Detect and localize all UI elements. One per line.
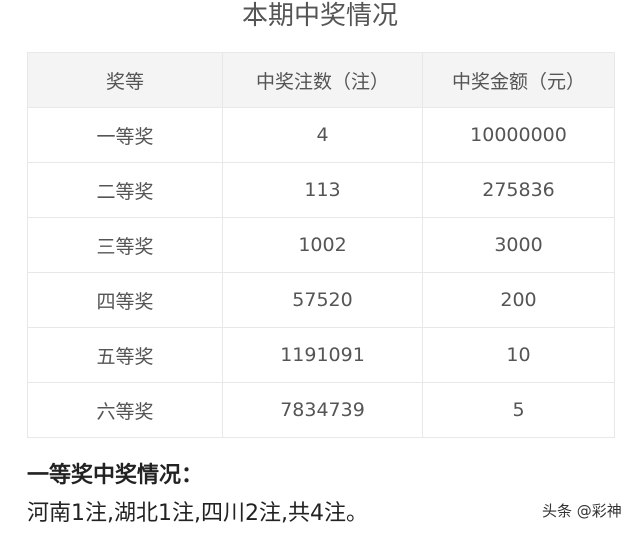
winner-count-cell: 113	[222, 162, 423, 218]
prize-level-cell: 一等奖	[27, 107, 223, 163]
first-prize-heading: 一等奖中奖情况：	[27, 463, 204, 488]
table-header-row: 奖等 中奖注数（注） 中奖金额（元）	[27, 52, 615, 108]
table-row: 四等奖 57520 200	[27, 272, 615, 328]
prize-amount-cell: 275836	[422, 162, 615, 218]
column-header: 中奖注数（注）	[222, 52, 423, 108]
column-header: 奖等	[27, 52, 223, 108]
watermark: 头条 @彩神	[542, 502, 622, 520]
table-row: 六等奖 7834739 5	[27, 382, 615, 438]
prize-amount-cell: 10	[422, 327, 615, 383]
winner-count-cell: 7834739	[222, 382, 423, 438]
prize-level-cell: 六等奖	[27, 382, 223, 438]
table-row: 五等奖 1191091 10	[27, 327, 615, 383]
winner-count-cell: 57520	[222, 272, 423, 328]
prize-amount-cell: 5	[422, 382, 615, 438]
page-title: 本期中奖情况	[241, 1, 398, 31]
prize-table: 奖等 中奖注数（注） 中奖金额（元） 一等奖 4 10000000 二等奖 113 275…	[27, 52, 615, 438]
table-row: 二等奖 113 275836	[27, 162, 615, 218]
prize-amount-cell: 3000	[422, 217, 615, 273]
winner-count-cell: 4	[222, 107, 423, 163]
winner-count-cell: 1002	[222, 217, 423, 273]
prize-level-cell: 二等奖	[27, 162, 223, 218]
winner-count-cell: 1191091	[222, 327, 423, 383]
column-header: 中奖金额（元）	[422, 52, 615, 108]
prize-level-cell: 五等奖	[27, 327, 223, 383]
table-row: 一等奖 4 10000000	[27, 107, 615, 163]
table-row: 三等奖 1002 3000	[27, 217, 615, 273]
prize-level-cell: 三等奖	[27, 217, 223, 273]
first-prize-detail: 河南1注,湖北1注,四川2注,共4注。	[27, 501, 368, 526]
prize-level-cell: 四等奖	[27, 272, 223, 328]
prize-amount-cell: 200	[422, 272, 615, 328]
prize-amount-cell: 10000000	[422, 107, 615, 163]
